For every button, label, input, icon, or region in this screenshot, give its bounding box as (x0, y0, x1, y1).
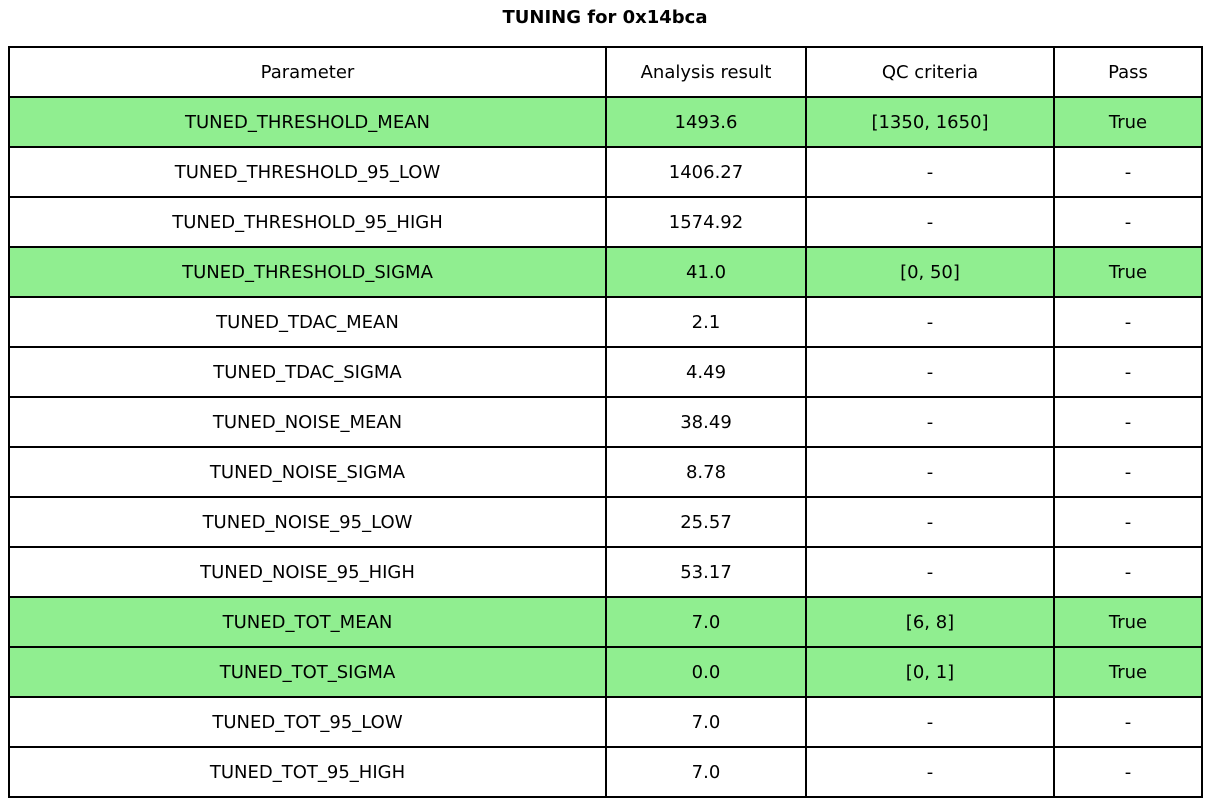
cell-parameter: TUNED_TOT_95_LOW (8, 696, 607, 748)
cell-pass: True (1053, 96, 1203, 148)
cell-analysis-result: 1406.27 (605, 146, 807, 198)
cell-qc-criteria: [6, 8] (805, 596, 1055, 648)
table-row: TUNED_NOISE_MEAN 38.49- - (8, 396, 1203, 448)
cell-pass: True (1053, 246, 1203, 298)
table-row: TUNED_NOISE_95_HIGH 53.17- - (8, 546, 1203, 598)
table-row: TUNED_TOT_95_LOW 7.0- - (8, 696, 1203, 748)
cell-qc-criteria: - (805, 746, 1055, 798)
table-row: TUNED_THRESHOLD_MEAN 1493.6 [1350, 1650] Tr… (8, 96, 1203, 148)
table-row: TUNED_NOISE_95_LOW 25.57- - (8, 496, 1203, 548)
cell-pass: True (1053, 646, 1203, 698)
cell-qc-criteria: - (805, 446, 1055, 498)
table-row: TUNED_TOT_MEAN 7.0 [6, 8] True (8, 596, 1203, 648)
cell-analysis-result: 7.0 (605, 696, 807, 748)
cell-qc-criteria: - (805, 496, 1055, 548)
cell-parameter: TUNED_THRESHOLD_95_HIGH (8, 196, 607, 248)
cell-analysis-result: 7.0 (605, 746, 807, 798)
cell-parameter: TUNED_TDAC_SIGMA (8, 346, 607, 398)
cell-parameter: TUNED_TOT_MEAN (8, 596, 607, 648)
cell-pass: True (1053, 596, 1203, 648)
cell-pass: - (1053, 546, 1203, 598)
cell-parameter: TUNED_NOISE_SIGMA (8, 446, 607, 498)
cell-parameter: TUNED_NOISE_95_HIGH (8, 546, 607, 598)
cell-analysis-result: 38.49 (605, 396, 807, 448)
table-row: TUNED_TOT_95_HIGH 7.0- - (8, 746, 1203, 798)
cell-analysis-result: 8.78 (605, 446, 807, 498)
cell-analysis-result: 7.0 (605, 596, 807, 648)
table-row: TUNED_THRESHOLD_SIGMA 41.0 [0, 50] True (8, 246, 1203, 298)
cell-pass: - (1053, 196, 1203, 248)
cell-analysis-result: 4.49 (605, 346, 807, 398)
cell-pass: - (1053, 696, 1203, 748)
cell-pass: - (1053, 396, 1203, 448)
cell-analysis-result: 1574.92 (605, 196, 807, 248)
cell-pass: - (1053, 496, 1203, 548)
cell-qc-criteria: - (805, 546, 1055, 598)
cell-parameter: TUNED_TDAC_MEAN (8, 296, 607, 348)
cell-qc-criteria: - (805, 696, 1055, 748)
cell-qc-criteria: [0, 1] (805, 646, 1055, 698)
column-header-pass: Pass (1053, 46, 1203, 98)
cell-analysis-result: 0.0 (605, 646, 807, 698)
cell-pass: - (1053, 346, 1203, 398)
cell-parameter: TUNED_NOISE_MEAN (8, 396, 607, 448)
cell-qc-criteria: - (805, 196, 1055, 248)
cell-pass: - (1053, 446, 1203, 498)
table-row: TUNED_THRESHOLD_95_HIGH 1574.92- - (8, 196, 1203, 248)
cell-analysis-result: 1493.6 (605, 96, 807, 148)
table-row: TUNED_NOISE_SIGMA 8.78- - (8, 446, 1203, 498)
table-row: TUNED_TOT_SIGMA 0.0 [0, 1] True (8, 646, 1203, 698)
column-header-analysis-result: Analysis result (605, 46, 807, 98)
column-header-parameter: Parameter (8, 46, 607, 98)
cell-parameter: TUNED_TOT_95_HIGH (8, 746, 607, 798)
cell-pass: - (1053, 146, 1203, 198)
tuning-qc-table: Parameter Analysis result QC criteria Pa… (8, 46, 1203, 798)
cell-parameter: TUNED_THRESHOLD_95_LOW (8, 146, 607, 198)
cell-analysis-result: 25.57 (605, 496, 807, 548)
header-row: Parameter Analysis result QC criteria Pa… (8, 46, 1203, 98)
cell-qc-criteria: [0, 50] (805, 246, 1055, 298)
figure-title: TUNING for 0x14bca (502, 7, 708, 28)
table-row: TUNED_TDAC_SIGMA 4.49- - (8, 346, 1203, 398)
cell-parameter: TUNED_TOT_SIGMA (8, 646, 607, 698)
column-header-qc-criteria: QC criteria (805, 46, 1055, 98)
cell-qc-criteria: [1350, 1650] (805, 96, 1055, 148)
cell-analysis-result: 2.1 (605, 296, 807, 348)
cell-analysis-result: 53.17 (605, 546, 807, 598)
cell-qc-criteria: - (805, 396, 1055, 448)
table-body: TUNED_THRESHOLD_MEAN 1493.6 [1350, 1650] Tr… (8, 96, 1203, 798)
cell-pass: - (1053, 746, 1203, 798)
cell-pass: - (1053, 296, 1203, 348)
cell-qc-criteria: - (805, 146, 1055, 198)
table-row: TUNED_TDAC_MEAN 2.1- - (8, 296, 1203, 348)
cell-qc-criteria: - (805, 296, 1055, 348)
table-row: TUNED_THRESHOLD_95_LOW 1406.27- - (8, 146, 1203, 198)
cell-parameter: TUNED_THRESHOLD_SIGMA (8, 246, 607, 298)
cell-qc-criteria: - (805, 346, 1055, 398)
cell-analysis-result: 41.0 (605, 246, 807, 298)
cell-parameter: TUNED_THRESHOLD_MEAN (8, 96, 607, 148)
cell-parameter: TUNED_NOISE_95_LOW (8, 496, 607, 548)
